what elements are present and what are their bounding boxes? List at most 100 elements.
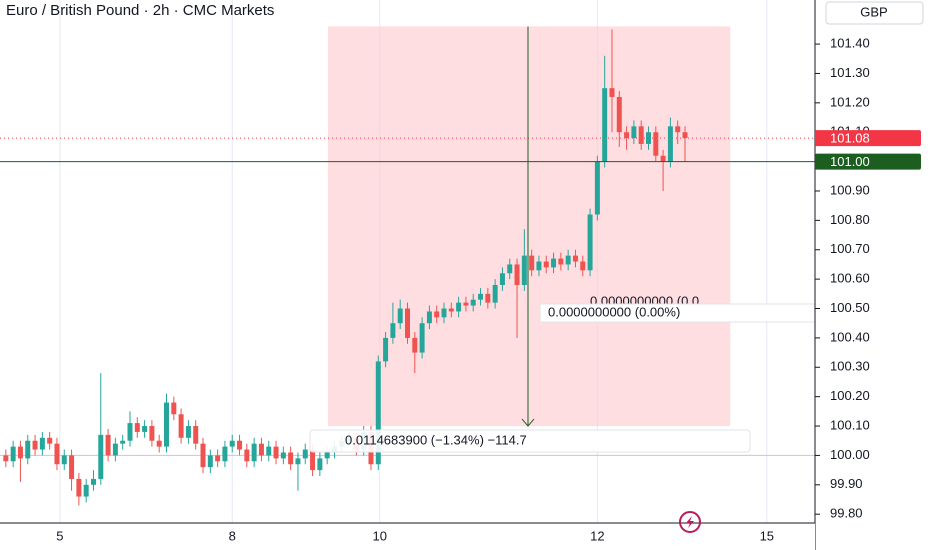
candle-body — [463, 302, 469, 306]
candle-body — [499, 273, 505, 286]
candle-body — [675, 126, 681, 133]
candle-body — [288, 452, 294, 465]
candle-body — [17, 446, 23, 459]
candle-body — [229, 440, 235, 447]
candle-body — [426, 311, 432, 324]
candle-body — [54, 443, 60, 465]
candle-body — [602, 88, 608, 162]
plot-area: 0.0000000000 (0.00.0000000000 (0.00%)0.0… — [0, 0, 816, 523]
candle-body — [317, 458, 323, 471]
candle-body — [624, 132, 630, 139]
y-tick-label: 100.40 — [830, 329, 870, 344]
measure-arrow — [521, 418, 535, 427]
candle-body — [112, 443, 118, 456]
candle-body — [324, 452, 330, 459]
candle-body — [207, 455, 213, 468]
x-tick-label: 12 — [590, 528, 604, 543]
y-tick-label: 100.10 — [830, 417, 870, 432]
candle-body — [32, 440, 38, 450]
candle-body — [185, 426, 191, 438]
candle-body — [529, 255, 535, 271]
y-tick-label: 100.80 — [830, 212, 870, 227]
candle-body — [280, 452, 286, 459]
candle-body — [375, 361, 381, 465]
candle-body — [39, 437, 45, 450]
candle-body — [412, 337, 418, 353]
candle-body — [156, 440, 162, 447]
candle-body — [98, 434, 104, 479]
candle-body — [551, 258, 557, 268]
candle-body — [171, 402, 177, 415]
y-tick-label: 100.60 — [830, 271, 870, 286]
y-tick-label: 101.40 — [830, 36, 870, 51]
y-tick-label: 101.30 — [830, 65, 870, 80]
measure-label: 0.0114683900 (−1.34%) −114.7 — [345, 432, 527, 447]
y-tick-label: 100.70 — [830, 241, 870, 256]
candle-body — [193, 426, 199, 444]
candle-body — [149, 426, 155, 441]
candle-body — [631, 126, 637, 139]
y-tick-label: 100.00 — [830, 447, 870, 462]
candle-body — [142, 426, 148, 432]
currency-label[interactable]: GBP — [860, 4, 887, 19]
y-tick-label: 100.90 — [830, 182, 870, 197]
candle-body — [383, 337, 389, 362]
candle-body — [215, 455, 221, 462]
y-tick-label: 101.20 — [830, 94, 870, 109]
last-price-label: 101.08 — [830, 131, 870, 146]
candle-body — [667, 126, 673, 162]
candle-body — [565, 255, 571, 265]
candle-body — [222, 446, 228, 462]
last-price-badge — [815, 130, 921, 147]
candle-body — [3, 455, 9, 462]
candle-body — [10, 446, 16, 462]
candle-body — [645, 132, 651, 144]
x-tick-label: 8 — [229, 528, 236, 543]
candle-body — [521, 255, 527, 286]
candle-body — [120, 440, 126, 444]
candle-body — [47, 437, 53, 444]
candle-body — [580, 261, 586, 271]
candle-body — [127, 423, 133, 441]
candle-body — [682, 132, 688, 139]
candle-body — [456, 302, 462, 312]
candle-body — [543, 261, 549, 268]
candle-body — [25, 440, 31, 459]
currency-button[interactable] — [825, 1, 924, 25]
candle-body — [251, 443, 257, 462]
candle-body — [485, 293, 491, 303]
candle-body — [434, 311, 440, 318]
measure-box — [309, 429, 751, 453]
candle-body — [478, 293, 484, 300]
crosshair-price-label: 101.00 — [830, 154, 870, 169]
candle-body — [178, 414, 184, 438]
candle-body — [76, 478, 82, 497]
candle-body — [558, 258, 564, 265]
candle-body — [69, 455, 75, 479]
candle-body — [83, 484, 89, 497]
candle-body — [266, 446, 272, 456]
candle-body — [164, 402, 170, 447]
crosshair-price-badge — [815, 153, 921, 170]
y-tick-label: 99.90 — [830, 476, 863, 491]
candle-body — [273, 446, 279, 459]
measure-label: 0.0000000000 (0.00%) — [548, 304, 680, 319]
candle-body — [419, 323, 425, 353]
x-tick-label: 5 — [56, 528, 63, 543]
candle-body — [397, 308, 403, 324]
axes: 5 8 10 12 15 99.80 99.90 100.00 100.10 100.20 100.… — [56, 36, 921, 543]
candle-body — [310, 449, 316, 471]
y-tick-label: 100.20 — [830, 388, 870, 403]
candle-body — [507, 264, 513, 274]
candle-body — [638, 126, 644, 144]
candle-body — [653, 132, 659, 156]
candle-body — [390, 323, 396, 338]
x-tick-label: 10 — [373, 528, 387, 543]
candle-body — [587, 214, 593, 271]
candle-body — [90, 478, 96, 485]
candle-body — [258, 443, 264, 456]
candle-body — [61, 455, 67, 465]
candle-body — [134, 423, 140, 432]
candle-body — [105, 434, 111, 456]
